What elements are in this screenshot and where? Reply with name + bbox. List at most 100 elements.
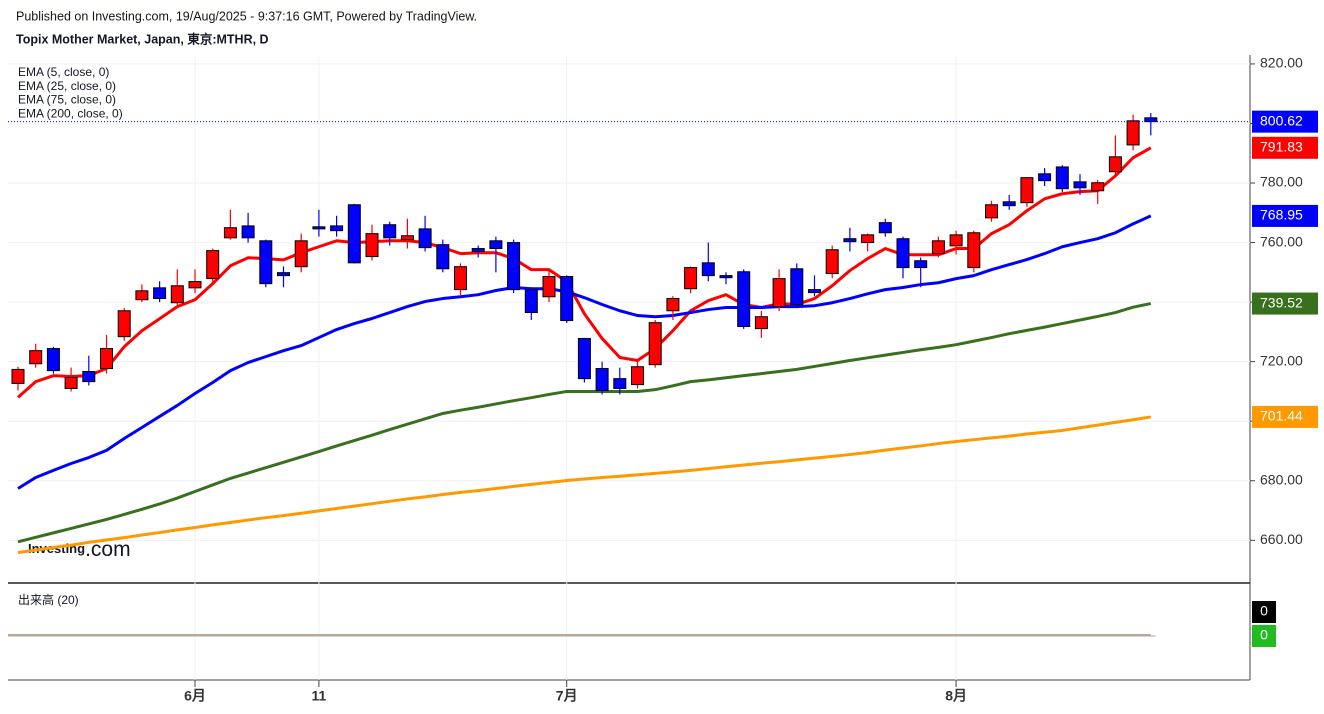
candle-body — [489, 240, 503, 250]
candle-body — [754, 316, 768, 330]
candle-body — [825, 249, 839, 275]
candle-body — [542, 276, 556, 298]
candle-body — [400, 235, 414, 241]
legend-entry: EMA (200, close, 0) — [18, 106, 123, 120]
candle-body — [1055, 166, 1069, 190]
candle-body — [418, 228, 432, 249]
candle-body — [648, 322, 662, 366]
candle-body — [1020, 177, 1034, 204]
candle-body — [524, 289, 538, 314]
price-label-bg — [1252, 110, 1318, 133]
candle-body — [100, 348, 113, 370]
price-label: 739.52 — [1260, 294, 1303, 310]
candle-body — [507, 242, 521, 291]
candle-body — [790, 268, 804, 306]
ema-line — [17, 415, 1152, 555]
candle-body — [631, 366, 644, 386]
candle-body — [330, 225, 344, 232]
candle-body — [1091, 182, 1105, 192]
y-tick-label: 780.00 — [1260, 174, 1303, 190]
candle-body — [259, 240, 273, 285]
candle-body — [436, 244, 450, 270]
legend-entry: EMA (5, close, 0) — [18, 65, 109, 79]
volume-label-bg — [1252, 601, 1276, 623]
y-tick-label: 820.00 — [1260, 55, 1303, 71]
candle-body — [241, 225, 255, 239]
candle-body — [170, 285, 184, 304]
candle-body — [46, 348, 60, 372]
x-tick-label: 7月 — [556, 688, 578, 704]
price-label: 701.44 — [1260, 408, 1303, 424]
candle-body — [1038, 173, 1052, 182]
ema-line — [17, 146, 1152, 399]
candle-body — [294, 240, 308, 268]
candle-body — [914, 260, 928, 269]
candle-body — [967, 232, 981, 269]
x-tick-label: 8月 — [945, 688, 967, 704]
candle-body — [117, 310, 131, 338]
candle-body — [613, 378, 627, 389]
volume-ma-label: 0 — [1260, 627, 1268, 643]
candle-body — [949, 234, 963, 247]
candle-body — [1002, 201, 1016, 207]
candle-body — [82, 370, 96, 383]
candle-body — [206, 250, 220, 280]
chart-title: Topix Mother Market, Japan, 東京:MTHR, D — [16, 31, 269, 46]
price-label: 791.83 — [1260, 139, 1303, 155]
price-label: 800.62 — [1260, 112, 1303, 128]
candle-body — [560, 276, 574, 322]
candle-body — [365, 233, 379, 258]
volume-ma-label-bg — [1252, 625, 1276, 647]
candle-body — [861, 234, 875, 244]
candle-body — [135, 290, 149, 301]
candle-body — [223, 227, 237, 239]
candle-body — [29, 350, 43, 365]
candle-body — [471, 248, 485, 253]
candle-body — [347, 204, 361, 264]
y-tick-label: 680.00 — [1260, 471, 1303, 487]
x-tick-label: 6月 — [184, 688, 206, 704]
candle-body — [666, 298, 680, 312]
candle-body — [1144, 117, 1158, 123]
price-label-bg — [1252, 204, 1318, 227]
watermark-suffix: .com — [85, 538, 131, 561]
y-tick-label: 760.00 — [1260, 233, 1303, 249]
price-label-bg — [1252, 136, 1318, 159]
legend-entry: EMA (25, close, 0) — [18, 79, 116, 93]
price-label-bg — [1252, 292, 1318, 315]
candle-body — [11, 368, 25, 384]
candle-body — [772, 278, 786, 308]
candle-body — [577, 337, 591, 380]
candle-body — [737, 271, 751, 328]
candle-body — [454, 266, 467, 291]
candle-body — [684, 267, 698, 290]
candle-body — [896, 238, 910, 269]
y-tick-label: 720.00 — [1260, 352, 1303, 368]
candle-body — [64, 376, 78, 389]
legend-entry: EMA (75, close, 0) — [18, 93, 116, 107]
header: Published on Investing.com, 19/Aug/2025 … — [16, 9, 477, 23]
candle-body — [719, 275, 733, 279]
candle-body — [878, 222, 892, 234]
candle-body — [985, 204, 998, 219]
x-tick-label: 11 — [311, 688, 326, 704]
candle-body — [1126, 120, 1140, 146]
candle-body — [808, 289, 821, 294]
candle-body — [1108, 156, 1122, 173]
price-label-bg — [1252, 405, 1318, 428]
candle-body — [843, 238, 857, 243]
candle-body — [1073, 181, 1087, 189]
candle-body — [383, 224, 397, 239]
volume-label: 0 — [1260, 603, 1268, 619]
candle-body — [701, 262, 715, 277]
candle-body — [312, 226, 326, 230]
candle-body — [277, 272, 290, 277]
volume-title: 出来高 (20) — [18, 592, 79, 607]
ema-line — [17, 214, 1152, 490]
y-tick-label: 660.00 — [1260, 531, 1303, 547]
price-label: 768.95 — [1260, 207, 1303, 223]
candle-body — [153, 287, 167, 300]
ema-line — [17, 302, 1152, 544]
